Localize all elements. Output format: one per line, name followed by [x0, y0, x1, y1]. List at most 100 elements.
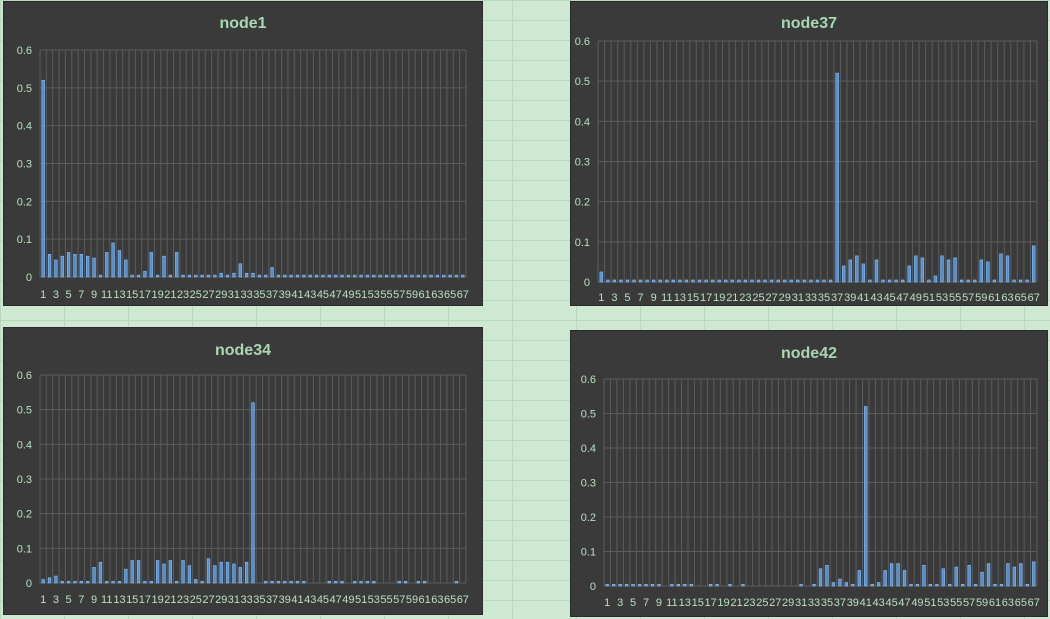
bar-61 — [992, 279, 997, 283]
chart-panel-node34: node34 0 0.1 0.2 0.3 0.4 0.5 0.6 1 3 5 7 9 11 13 15 17 19… — [3, 327, 483, 615]
bar-2 — [47, 254, 52, 278]
bar-24 — [750, 279, 754, 283]
bar-35 — [822, 279, 826, 283]
bar-17 — [704, 279, 708, 283]
bar-35 — [257, 274, 261, 278]
y-tick-label: 0 — [26, 272, 32, 284]
chart-panel-node37: node37 0 0.1 0.2 0.3 0.4 0.5 0.6 1 3 5 7 9 11 13 15 17 19… — [570, 1, 1048, 306]
x-tick-label: 67 — [457, 289, 469, 301]
bar-9 — [652, 279, 656, 283]
bar-53 — [372, 580, 376, 584]
bar-41 — [295, 580, 300, 584]
x-tick-label: 63 — [431, 289, 443, 301]
bar-11 — [105, 580, 109, 584]
bar-12 — [676, 583, 680, 587]
x-tick-label: 5 — [66, 594, 72, 606]
bar-4 — [624, 583, 629, 587]
x-tick-label: 33 — [805, 292, 817, 304]
x-tick-label: 67 — [457, 594, 469, 606]
x-tick-label: 43 — [304, 289, 316, 301]
bar-13 — [678, 279, 682, 283]
bar-63 — [1005, 255, 1010, 283]
chart-title: node42 — [781, 345, 837, 362]
y-tick-label: 0.2 — [17, 196, 32, 208]
y-tick-label: 0 — [26, 578, 32, 590]
bar-60 — [416, 580, 420, 584]
bar-40 — [289, 274, 293, 278]
bar-50 — [922, 565, 926, 587]
bar-31 — [799, 583, 803, 587]
bar-60 — [986, 261, 990, 283]
bar-9 — [657, 583, 661, 587]
x-tick-label: 59 — [975, 292, 987, 304]
bar-38 — [276, 580, 281, 584]
bar-21 — [730, 279, 734, 283]
bar-46 — [327, 580, 331, 584]
bar-39 — [283, 580, 287, 584]
x-tick-label: 57 — [393, 594, 405, 606]
x-tick-label: 13 — [679, 597, 691, 609]
x-tick-label: 53 — [368, 594, 380, 606]
x-tick-label: 3 — [53, 594, 59, 606]
bar-64 — [442, 274, 446, 278]
x-tick-label: 33 — [241, 594, 253, 606]
bar-40 — [857, 570, 861, 587]
x-tick-label: 35 — [253, 594, 265, 606]
bar-46 — [327, 274, 331, 278]
bar-59 — [980, 571, 984, 587]
bar-15 — [130, 560, 134, 584]
bar-66 — [1025, 583, 1029, 587]
x-tick-label: 43 — [873, 597, 885, 609]
bar-48 — [907, 265, 911, 283]
y-tick-label: 0.6 — [581, 374, 596, 386]
x-tick-label: 49 — [910, 292, 922, 304]
y-tick-label: 0.6 — [17, 370, 32, 382]
bar-48 — [340, 274, 344, 278]
x-tick-label: 1 — [40, 594, 46, 606]
bar-54 — [946, 259, 951, 283]
bar-6 — [637, 583, 642, 587]
bar-37 — [838, 578, 842, 587]
x-tick-label: 5 — [66, 289, 72, 301]
bar-66 — [1025, 279, 1029, 283]
bar-37 — [835, 72, 839, 283]
bar-18 — [149, 252, 153, 278]
bar-30 — [225, 274, 230, 278]
x-tick-label: 9 — [91, 289, 97, 301]
x-tick-label: 39 — [279, 594, 291, 606]
bar-55 — [384, 274, 389, 278]
x-tick-label: 41 — [291, 289, 303, 301]
bar-33 — [245, 561, 249, 584]
x-tick-label: 31 — [228, 289, 240, 301]
x-tick-label: 65 — [444, 594, 456, 606]
x-tick-label: 55 — [950, 597, 962, 609]
x-tick-label: 15 — [692, 597, 704, 609]
bar-17 — [143, 580, 147, 584]
bar-42 — [302, 580, 306, 584]
bar-11 — [670, 583, 674, 587]
x-tick-label: 37 — [834, 597, 846, 609]
bar-58 — [973, 583, 978, 587]
y-tick-label: 0 — [590, 581, 596, 593]
bar-7 — [638, 279, 643, 283]
bar-3 — [618, 583, 622, 587]
y-tick-label: 0.4 — [17, 439, 32, 451]
chart-panel-node42: node42 0 0.1 0.2 0.3 0.4 0.5 0.6 1 3 5 7 9 11 13 15 17 19… — [570, 330, 1048, 617]
bar-63 — [435, 274, 440, 278]
x-tick-label: 25 — [752, 292, 764, 304]
x-tick-label: 13 — [113, 594, 125, 606]
bar-50 — [353, 580, 357, 584]
bar-9 — [92, 257, 96, 278]
bar-27 — [206, 558, 211, 584]
bar-52 — [365, 580, 370, 584]
x-tick-label: 31 — [795, 597, 807, 609]
bar-26 — [200, 580, 204, 584]
bar-3 — [54, 575, 58, 584]
x-tick-label: 31 — [228, 594, 240, 606]
bar-46 — [896, 563, 900, 587]
bar-67 — [1032, 561, 1036, 587]
bar-34 — [818, 568, 823, 587]
x-tick-label: 51 — [923, 292, 935, 304]
